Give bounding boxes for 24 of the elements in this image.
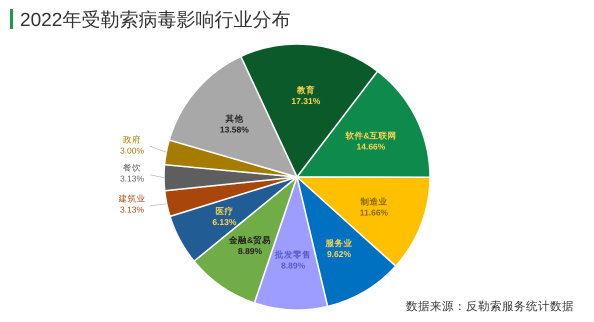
data-label: 3.13% [120, 204, 144, 215]
slice-label: 教育 [296, 84, 315, 96]
slice-label: 政府 [123, 134, 141, 144]
slice-label: 医疗 [215, 206, 234, 216]
slice-label: 批发零售 [274, 249, 312, 260]
slice-label: 金融&贸易 [228, 234, 272, 245]
data-label: 8.89% [238, 246, 263, 256]
source-note: 数据来源：反勒索服务统计数据 [406, 299, 574, 313]
data-label: 13.58% [220, 124, 250, 134]
data-label: 3.13% [120, 174, 144, 184]
data-label: 3.00% [120, 145, 144, 156]
data-label: 8.89% [281, 260, 306, 270]
slice-label: 制造业 [359, 196, 388, 207]
data-label: 6.13% [212, 217, 237, 228]
data-label: 9.62% [326, 248, 352, 259]
data-label: 11.66% [360, 208, 389, 218]
chart-title: 2022年受勒索病毒影响行业分布 [20, 10, 290, 31]
data-label: 17.31% [291, 96, 321, 106]
data-label: 14.66% [356, 141, 386, 152]
slice-label: 软件&互联网 [344, 130, 396, 140]
slice-label: 服务业 [324, 238, 352, 248]
slice-label: 餐饮 [123, 162, 141, 173]
slice-label: 建筑业 [118, 194, 146, 204]
slice-label: 其他 [224, 113, 244, 124]
